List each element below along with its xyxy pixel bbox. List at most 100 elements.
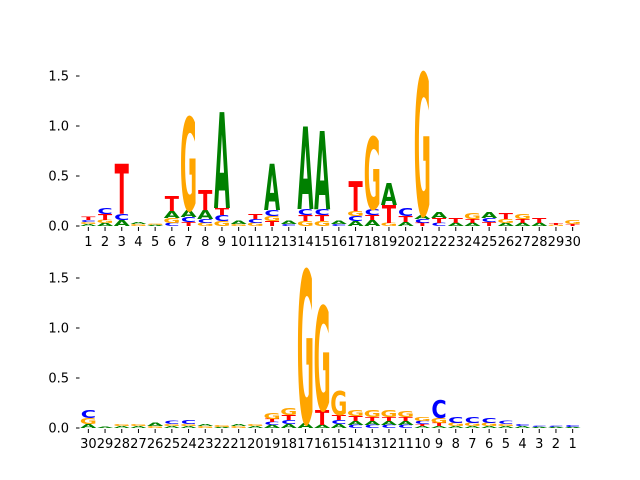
x-tick-label: 18 — [364, 235, 381, 250]
logo-letter-a: A — [164, 425, 181, 428]
logo-letter-a: A — [297, 105, 313, 237]
y-tick-label: 1.0 — [48, 120, 69, 135]
x-tick-label: 3 — [535, 437, 543, 452]
logo-letter-g: G — [247, 423, 264, 426]
x-tick-label: 4 — [518, 437, 526, 452]
logo-letter-c: C — [181, 419, 196, 425]
x-tick-label: 9 — [218, 235, 226, 250]
logo-letter-a: A — [180, 208, 197, 219]
logo-letter-t: T — [265, 220, 280, 228]
logo-letter-t: T — [399, 214, 413, 224]
logo-letter-t: T — [399, 416, 414, 422]
x-tick-label: 9 — [435, 437, 443, 452]
logo-letter-g: G — [80, 221, 97, 224]
x-tick-label: 29 — [548, 235, 565, 250]
logo-letter-g: G — [364, 118, 381, 233]
logo-letter-c: C — [281, 419, 296, 425]
logo-letter-c: C — [264, 421, 279, 426]
logo-letter-c: C — [398, 424, 413, 429]
logo-letter-c: C — [331, 419, 346, 425]
logo-letter-t: T — [566, 223, 581, 226]
logo-letter-a: A — [97, 222, 114, 227]
logo-letter-g: G — [130, 223, 147, 226]
logo-letter-c: C — [298, 207, 313, 217]
logo-letter-a: A — [381, 178, 397, 213]
logo-letter-a: A — [414, 425, 431, 428]
logo-letter-g: G — [330, 385, 347, 423]
logo-panel-top: 0.00.51.01.51AGCT2AGTC3ACT4GA5AG6CGAT7TC… — [48, 35, 581, 261]
logo-letter-a: A — [448, 425, 465, 428]
logo-letter-t: T — [532, 217, 547, 225]
logo-letter-c: C — [431, 222, 446, 227]
logo-letter-g: G — [297, 220, 314, 228]
logo-letter-g: G — [263, 215, 280, 223]
logo-letter-g: G — [130, 423, 147, 426]
logo-letter-c: C — [565, 424, 580, 427]
x-tick-label: 6 — [485, 437, 493, 452]
logo-letter-t: T — [432, 217, 447, 225]
logo-letter-c: C — [315, 207, 330, 217]
logo-letter-c: C — [465, 415, 480, 425]
logo-letter-c: C — [481, 417, 496, 425]
logo-letter-a: A — [80, 423, 96, 429]
x-tick-label: 20 — [247, 437, 264, 452]
logo-letter-t: T — [382, 416, 397, 422]
logo-letter-g: G — [230, 223, 247, 226]
logo-letter-c: C — [264, 208, 279, 218]
logo-letter-c: C — [81, 219, 96, 222]
logo-letter-g: G — [364, 408, 381, 419]
logo-letter-a: A — [398, 221, 414, 227]
logo-letter-g: G — [397, 409, 414, 419]
logo-letter-g: G — [347, 408, 364, 418]
logo-letter-g: G — [163, 217, 180, 225]
logo-letter-c: C — [548, 426, 563, 428]
x-tick-label: 1 — [84, 235, 92, 250]
x-tick-label: 20 — [397, 235, 414, 250]
logo-letter-c: C — [365, 424, 380, 429]
x-tick-label: 8 — [452, 437, 460, 452]
x-tick-label: 17 — [347, 235, 364, 250]
x-tick-label: 19 — [381, 235, 398, 250]
logo-letter-a: A — [431, 425, 448, 428]
logo-letter-g: G — [380, 222, 397, 227]
logo-letter-t: T — [432, 422, 447, 427]
logo-letter-c: C — [348, 215, 363, 223]
logo-letter-c: C — [348, 424, 363, 429]
logo-letter-c: C — [448, 415, 463, 425]
logo-letter-t: T — [515, 218, 530, 224]
logo-letter-t: T — [81, 216, 96, 221]
logo-letter-a: A — [130, 221, 147, 224]
logo-letter-t: T — [449, 217, 464, 225]
logo-letter-a: A — [481, 210, 498, 220]
logo-letter-g: G — [314, 280, 331, 445]
logo-letter-t: T — [499, 211, 513, 221]
logo-letter-g: G — [263, 411, 280, 421]
logo-letter-g: G — [213, 424, 230, 427]
logo-letter-t: T — [265, 418, 280, 423]
x-tick-label: 28 — [113, 437, 130, 452]
logo-letter-a: A — [481, 425, 498, 428]
x-tick-label: 27 — [130, 437, 147, 452]
logo-letter-c: C — [114, 212, 129, 222]
logo-letter-c: C — [515, 423, 530, 426]
logo-letter-a: A — [498, 425, 515, 428]
logo-letter-t: T — [415, 423, 430, 426]
x-tick-label: 14 — [297, 235, 314, 250]
logo-letter-a: A — [147, 225, 164, 227]
logo-letter-g: G — [464, 422, 481, 427]
logo-letter-g: G — [414, 35, 431, 261]
logo-letter-a: A — [464, 222, 481, 227]
logo-letter-t: T — [315, 406, 329, 430]
logo-letter-a: A — [80, 223, 97, 226]
logo-letter-a: A — [431, 210, 448, 220]
logo-letter-g: G — [347, 210, 364, 218]
logo-letter-a: A — [130, 425, 147, 428]
logo-letter-t: T — [332, 414, 347, 422]
logo-letter-a: A — [498, 222, 515, 227]
logo-letter-c: C — [365, 207, 380, 217]
logo-letter-a: A — [331, 220, 348, 225]
x-tick-label: 7 — [468, 437, 476, 452]
logo-letter-g: G — [497, 423, 514, 426]
logo-letter-c: C — [198, 218, 213, 224]
logo-letter-t: T — [465, 218, 480, 224]
